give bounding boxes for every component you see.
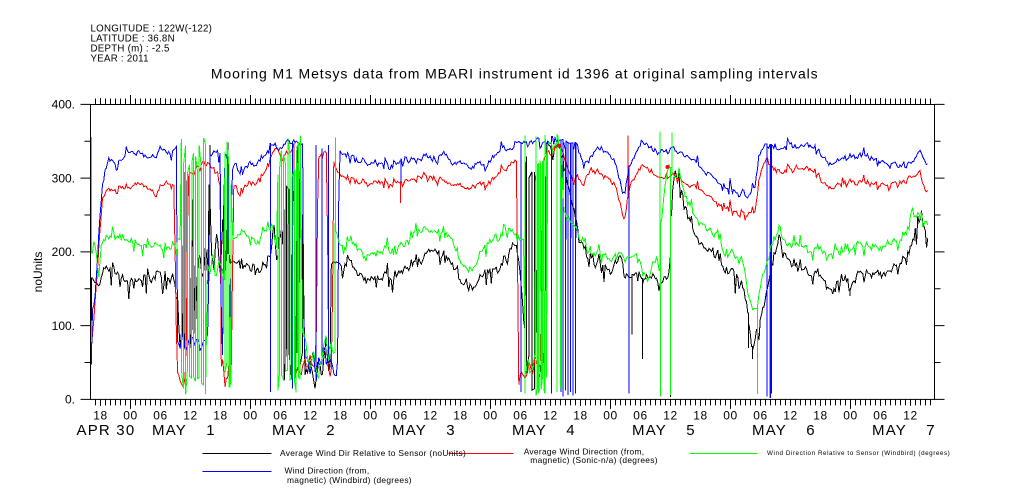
svg-text:5: 5 (686, 422, 696, 439)
svg-text:Wind Direction Relative to Sen: Wind Direction Relative to Sensor (Windb… (767, 450, 950, 457)
svg-text:2: 2 (326, 422, 336, 439)
svg-text:06: 06 (513, 409, 528, 423)
svg-text:300.: 300. (52, 171, 75, 185)
svg-text:APR 30: APR 30 (77, 422, 136, 439)
svg-text:12: 12 (663, 409, 678, 423)
svg-text:3: 3 (446, 422, 456, 439)
svg-text:MAY: MAY (872, 422, 907, 439)
svg-text:18: 18 (573, 409, 588, 423)
svg-text:06: 06 (873, 409, 888, 423)
svg-text:12: 12 (903, 409, 918, 423)
svg-text:0.: 0. (65, 393, 75, 407)
svg-text:06: 06 (633, 409, 648, 423)
svg-text:200.: 200. (52, 245, 75, 259)
svg-text:18: 18 (333, 409, 348, 423)
svg-text:06: 06 (153, 409, 168, 423)
svg-text:18: 18 (813, 409, 828, 423)
svg-text:Mooring M1 Metsys data from MB: Mooring M1 Metsys data from MBARI instru… (211, 66, 819, 82)
svg-text:00: 00 (123, 409, 138, 423)
svg-text:Average Wind Dir Relative to S: Average Wind Dir Relative to Sensor (noU… (280, 448, 466, 458)
svg-text:MAY: MAY (152, 422, 187, 439)
svg-text:MAY: MAY (752, 422, 787, 439)
svg-text:400.: 400. (52, 98, 75, 112)
svg-text:12: 12 (303, 409, 318, 423)
svg-text:6: 6 (806, 422, 816, 439)
svg-text:MAY: MAY (512, 422, 547, 439)
svg-text:MAY: MAY (632, 422, 667, 439)
svg-text:4: 4 (566, 422, 576, 439)
svg-text:7: 7 (926, 422, 936, 439)
svg-text:DEPTH (m) : -2.5: DEPTH (m) : -2.5 (91, 44, 170, 55)
svg-text:MAY: MAY (272, 422, 307, 439)
svg-text:noUnits: noUnits (31, 252, 45, 293)
svg-text:00: 00 (243, 409, 258, 423)
svg-text:12: 12 (423, 409, 438, 423)
svg-text:magnetic) (Windbird) (degrees): magnetic) (Windbird) (degrees) (287, 475, 412, 485)
svg-text:LATITUDE : 36.8N: LATITUDE : 36.8N (91, 34, 175, 45)
svg-text:18: 18 (213, 409, 228, 423)
svg-text:00: 00 (843, 409, 858, 423)
svg-text:06: 06 (393, 409, 408, 423)
svg-text:1: 1 (206, 422, 216, 439)
svg-text:00: 00 (483, 409, 498, 423)
svg-text:18: 18 (93, 409, 108, 423)
svg-text:LONGITUDE : 122W(-122): LONGITUDE : 122W(-122) (91, 24, 213, 35)
svg-text:12: 12 (543, 409, 558, 423)
svg-text:00: 00 (363, 409, 378, 423)
svg-text:Wind Direction (from,: Wind Direction (from, (285, 466, 370, 476)
svg-text:00: 00 (603, 409, 618, 423)
svg-text:18: 18 (453, 409, 468, 423)
svg-text:12: 12 (783, 409, 798, 423)
svg-text:Average Wind Direction (from,: Average Wind Direction (from, (524, 446, 645, 456)
svg-text:MAY: MAY (392, 422, 427, 439)
svg-text:12: 12 (183, 409, 198, 423)
svg-text:100.: 100. (52, 319, 75, 333)
svg-text:YEAR : 2011: YEAR : 2011 (91, 54, 149, 65)
svg-text:00: 00 (723, 409, 738, 423)
svg-text:06: 06 (753, 409, 768, 423)
svg-text:06: 06 (273, 409, 288, 423)
svg-text:18: 18 (693, 409, 708, 423)
svg-text:magnetic) (Sonic-n/a) (degrees: magnetic) (Sonic-n/a) (degrees) (530, 455, 658, 465)
